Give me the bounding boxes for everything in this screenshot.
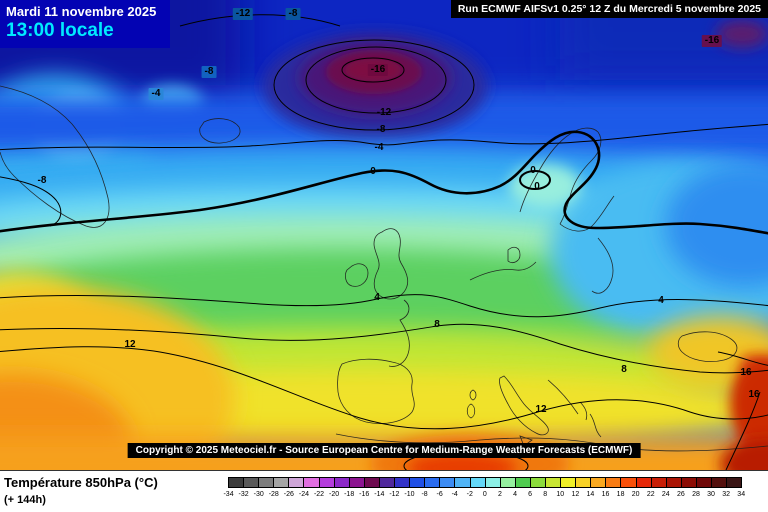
legend-cell (591, 478, 607, 487)
forecast-date: Mardi 11 novembre 2025 (6, 4, 157, 19)
legend-cell (606, 478, 622, 487)
legend-cell (410, 478, 426, 487)
legend-cell (364, 478, 380, 487)
legend-cell (621, 478, 637, 487)
legend-title: Température 850hPa (°C) (4, 475, 158, 490)
legend-cell (334, 478, 350, 487)
legend-bar: Température 850hPa (°C) (+ 144h) -34 -32-… (0, 470, 768, 512)
legend-cell (425, 478, 441, 487)
legend-cell (530, 478, 546, 487)
legend-tick: 6 (528, 491, 533, 498)
legend-cell (651, 478, 667, 487)
legend-tick: 20 (631, 491, 640, 498)
legend-tick: -18 (344, 491, 355, 498)
temperature-field (0, 0, 768, 470)
legend-lead-time: (+ 144h) (4, 494, 46, 506)
legend-tick: 2 (497, 491, 502, 498)
legend-cell (636, 478, 652, 487)
legend-tick: 10 (556, 491, 565, 498)
legend-cell (666, 478, 682, 487)
legend-tick: -10 (404, 491, 415, 498)
legend-cell (349, 478, 365, 487)
legend-cell (727, 478, 742, 487)
legend-tick: 32 (722, 491, 731, 498)
legend-tick: -14 (374, 491, 385, 498)
legend-cell (244, 478, 260, 487)
legend-ticks: -34 -32 -30 -28 -26 -24 -22 -20 -18 -16 -14 -12 -10-… (221, 491, 749, 498)
legend-cell (712, 478, 728, 487)
legend-tick: 30 (707, 491, 715, 498)
legend-cell (319, 478, 335, 487)
legend-cell (440, 478, 456, 487)
temperature-map-svg (0, 0, 768, 470)
coastlines (0, 85, 768, 452)
legend-tick: 12 (571, 491, 580, 498)
legend-tick: 18 (616, 491, 625, 498)
legend-tick: -20 (329, 491, 340, 498)
legend-cell (515, 478, 531, 487)
legend-tick: -8 (421, 491, 428, 498)
legend-tick: -12 (389, 491, 400, 498)
legend-tick: 24 (661, 491, 670, 498)
legend-cell (470, 478, 486, 487)
legend-cell (395, 478, 411, 487)
legend-cell (455, 478, 471, 487)
date-overlay: Mardi 11 novembre 2025 13:00 locale (0, 0, 171, 48)
legend-cell (561, 478, 577, 487)
legend-cell (229, 478, 245, 487)
legend-cell (259, 478, 275, 487)
legend-tick: 8 (543, 491, 548, 498)
legend-cell (274, 478, 290, 487)
map-area: -12 -8 -8 -4 -16 -12 -8 -4 -8 -16 0 0 0 4 8 12 4 8 12 16 16 … (0, 0, 768, 470)
legend-tick: 16 (601, 491, 610, 498)
legend-tick: -22 (313, 491, 325, 498)
legend-colorbar (228, 477, 742, 488)
legend-tick: -2 (466, 491, 473, 498)
legend-tick: -26 (283, 491, 294, 498)
legend-cell (545, 478, 562, 487)
legend-tick: -34 (223, 491, 234, 498)
legend-tick: -30 (253, 491, 264, 498)
contour-lines (0, 14, 768, 470)
legend-tick: 4 (513, 491, 517, 498)
legend-tick: -28 (268, 491, 279, 498)
legend-cell (485, 478, 501, 487)
model-run-info: Run ECMWF AIFSv1 0.25° 12 Z du Mercredi … (450, 0, 768, 18)
legend-tick: 34 (737, 491, 746, 498)
legend-tick: 28 (692, 491, 700, 498)
copyright-bar: Copyright © 2025 Meteociel.fr - Source E… (127, 443, 641, 458)
legend-tick: -16 (359, 491, 370, 498)
legend-cell (289, 478, 305, 487)
legend-tick: 26 (676, 491, 685, 498)
legend-tick: 0 (482, 491, 487, 498)
forecast-time: 13:00 locale (6, 20, 114, 41)
legend-tick: -24 (298, 491, 309, 498)
legend-cell (576, 478, 592, 487)
legend-tick: -32 (238, 491, 249, 498)
legend-tick: -4 (451, 491, 458, 498)
legend-cell (379, 478, 396, 487)
legend-cell (304, 478, 320, 487)
legend-tick: 14 (586, 491, 595, 498)
legend-tick: -6 (436, 491, 443, 498)
legend-cell (696, 478, 712, 487)
legend-cell (500, 478, 516, 487)
legend-tick: 22 (646, 491, 655, 498)
legend-cell (681, 478, 697, 487)
